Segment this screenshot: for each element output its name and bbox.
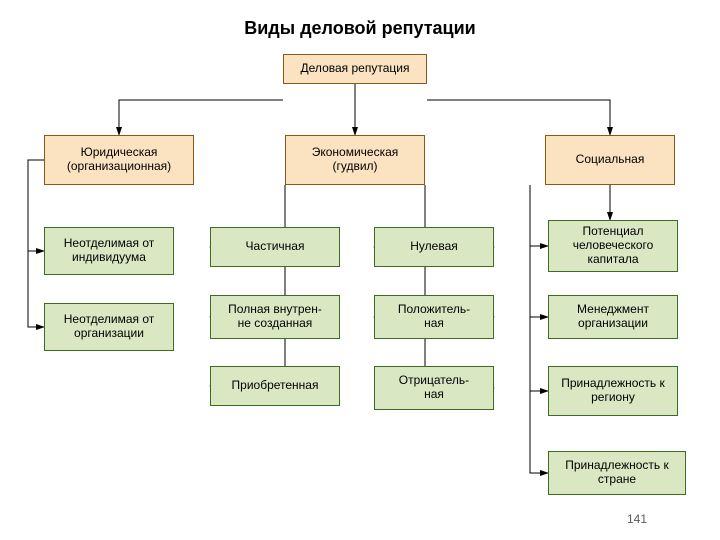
edge-5 <box>285 185 340 386</box>
diagram-title: Виды деловой репутации <box>0 18 720 39</box>
node-l2: Неотделимая от организации <box>44 303 174 351</box>
edge-3 <box>28 160 44 327</box>
node-e12: Полная внутрен-не созданная <box>210 295 340 339</box>
node-s4: Принадлежность к стране <box>548 451 686 495</box>
node-legal: Юридическая (организационная) <box>44 135 194 185</box>
node-s1: Потенциал человеческого капитала <box>548 220 678 272</box>
edge-9 <box>374 185 425 388</box>
node-e21: Нулевая <box>374 227 494 267</box>
node-econ: Экономическая (гудвил) <box>285 135 425 185</box>
node-l1: Неотделимая от индивидуума <box>44 227 174 275</box>
node-e13: Приобретенная <box>210 366 340 406</box>
page-number: 141 <box>627 512 647 526</box>
node-s3: Принадлежность к региону <box>548 366 678 416</box>
node-e22: Положитель-ная <box>374 295 494 339</box>
node-root: Деловая репутация <box>283 54 427 84</box>
edge-1 <box>119 100 283 135</box>
edge-16 <box>530 185 548 473</box>
node-e11: Частичная <box>210 227 340 267</box>
edge-2 <box>427 100 610 135</box>
node-e23: Отрицатель-ная <box>374 366 494 410</box>
diagram-canvas: Виды деловой репутации Деловая репутация… <box>0 0 720 540</box>
node-s2: Менеджмент организации <box>548 295 678 339</box>
node-social: Социальная <box>545 135 675 185</box>
